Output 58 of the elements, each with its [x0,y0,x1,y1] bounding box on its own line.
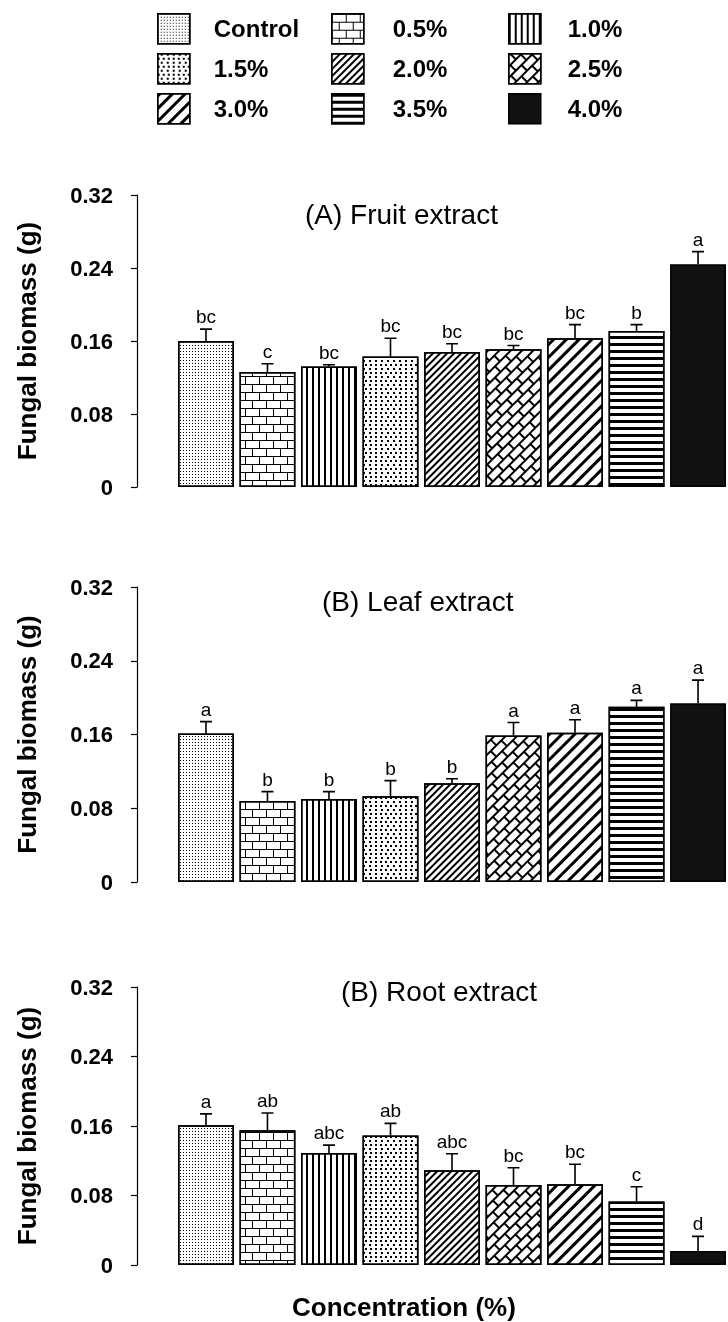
data-label: bc [564,301,586,323]
chart-title: (A) Fruit extract [305,198,499,230]
data-label: abc [436,1130,468,1152]
legend-label: 1.0% [567,15,623,43]
data-label: ab [379,1100,402,1122]
data-label: a [200,1090,212,1112]
data-label: bc [318,341,340,363]
data-label: a [508,699,520,721]
y-tick-label: 0.16 [70,328,113,354]
y-axis-title: Fungal biomass (g) [12,615,42,854]
x-axis-title: Concentration (%) [292,1292,516,1322]
y-tick-label: 0.32 [70,182,113,208]
y-tick-label: 0.08 [70,401,113,427]
y-tick-label: 0 [100,474,113,500]
data-label: bc [441,320,463,342]
data-label: abc [313,1122,345,1144]
data-label: b [446,755,458,777]
y-tick-label: 0.16 [70,722,113,747]
data-label: bc [503,1144,524,1166]
y-axis-title: Fungal biomass (g) [12,221,42,461]
data-label: c [631,1163,642,1185]
data-label: b [323,768,335,790]
data-label: bc [503,322,524,344]
legend-label: 3.5% [392,95,448,123]
y-axis-title: Fungal biomass (g) [12,1006,42,1246]
y-tick-label: 0.08 [70,1183,113,1208]
data-label: a [200,698,212,720]
data-label: b [385,757,396,779]
data-label: d [692,1213,704,1235]
legend-label: 2.5% [567,55,623,83]
y-tick-label: 0.08 [70,795,113,821]
data-label: a [692,657,704,679]
y-tick-label: 0.32 [70,574,113,600]
y-tick-label: 0.24 [70,1044,114,1069]
data-label: b [631,301,642,323]
legend-label: 2.0% [392,55,448,83]
y-tick-label: 0 [100,1252,113,1278]
data-label: bc [195,306,216,328]
chart-title: (B) Leaf extract [322,585,514,617]
y-tick-label: 0.24 [70,648,114,674]
y-tick-label: 0.32 [70,974,113,1000]
y-tick-label: 0 [100,869,113,895]
data-label: ab [256,1089,279,1111]
data-label: b [262,768,273,790]
y-tick-label: 0.16 [70,1113,113,1139]
legend-label: Control [213,15,300,43]
legend-label: 1.5% [213,55,269,83]
legend-label: 4.0% [567,95,623,123]
legend-label: 3.0% [213,95,269,123]
y-tick-label: 0.24 [70,255,114,281]
legend-label: 0.5% [392,15,448,43]
data-label: bc [564,1141,586,1163]
data-label: a [631,677,643,699]
data-label: c [262,340,273,362]
data-label: a [569,696,581,718]
data-label: bc [380,315,401,337]
chart-title: (B) Root extract [341,975,538,1007]
data-label: a [692,228,704,250]
